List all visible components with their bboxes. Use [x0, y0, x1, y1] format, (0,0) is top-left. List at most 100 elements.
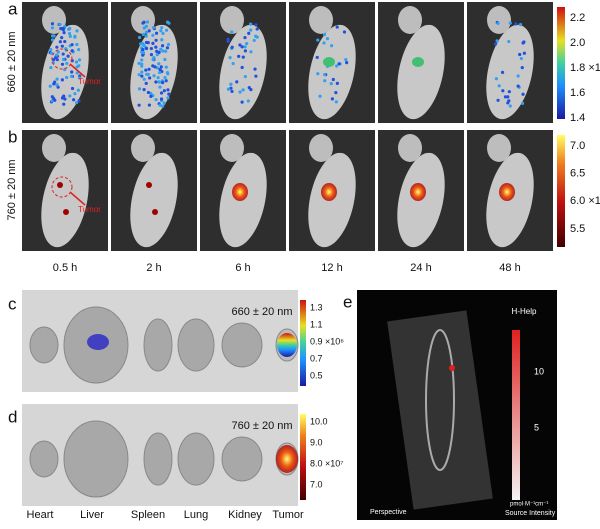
signal	[67, 31, 72, 36]
colorbar-label: 10.0	[310, 416, 328, 426]
signal	[159, 29, 163, 33]
colorbar	[557, 7, 565, 119]
signal	[157, 62, 161, 66]
signal	[144, 30, 148, 34]
signal	[162, 89, 166, 93]
organ	[29, 326, 59, 364]
tumor-arrow	[69, 191, 86, 206]
signal	[137, 103, 141, 107]
signal	[160, 38, 164, 42]
signal	[331, 77, 335, 82]
signal	[76, 88, 80, 92]
signal	[142, 77, 146, 81]
signal	[237, 54, 241, 58]
signal	[75, 71, 79, 75]
signal	[231, 61, 235, 66]
platform	[387, 310, 493, 510]
signal	[516, 84, 520, 88]
signal	[149, 52, 154, 57]
signal	[73, 35, 77, 39]
signal	[329, 82, 333, 86]
signal	[496, 98, 500, 102]
organ	[143, 318, 173, 372]
signal	[50, 22, 55, 26]
organ-label: Heart	[27, 509, 54, 521]
signal	[245, 42, 249, 46]
signal	[500, 70, 505, 74]
colorbar-label: 5.5	[570, 223, 585, 235]
signal	[75, 29, 79, 33]
signal	[162, 101, 166, 105]
signal	[521, 92, 525, 96]
signal	[48, 84, 52, 88]
signal	[144, 68, 148, 72]
signal	[65, 61, 69, 66]
signal	[61, 26, 65, 31]
signal	[254, 74, 258, 78]
signal	[337, 62, 341, 66]
colorbar-label: 0.7	[310, 353, 323, 363]
mouse-head	[131, 134, 155, 162]
colorbar-label: 5	[534, 422, 539, 432]
signal	[65, 75, 69, 80]
time-label: 2 h	[146, 262, 161, 274]
organ-label: Liver	[80, 509, 104, 521]
signal	[60, 96, 65, 100]
mouse-head	[309, 6, 333, 34]
signal	[506, 95, 510, 99]
signal	[335, 25, 339, 29]
organ	[221, 436, 263, 482]
signal	[60, 36, 64, 40]
signal	[154, 80, 158, 84]
signal	[55, 45, 59, 49]
signal	[141, 32, 145, 37]
signal	[507, 39, 511, 44]
signal	[140, 62, 144, 66]
signal	[325, 37, 330, 41]
colorbar-label: 8.0 ×10⁷	[310, 458, 344, 468]
signal	[70, 43, 74, 47]
signal	[518, 52, 522, 57]
colorbar	[300, 300, 306, 386]
ex-vivo-label: 760 ± 20 nm	[231, 420, 292, 432]
signal	[151, 33, 155, 37]
signal	[165, 20, 170, 24]
signal	[238, 43, 242, 47]
mouse-body	[486, 24, 534, 120]
signal	[142, 26, 146, 30]
signal	[240, 45, 244, 49]
signal	[254, 23, 258, 27]
signal	[137, 35, 142, 40]
signal	[161, 81, 165, 85]
signal	[493, 42, 498, 46]
signal	[57, 182, 63, 188]
colorbar	[300, 414, 306, 500]
signal	[518, 23, 523, 27]
signal	[148, 76, 152, 80]
colorbar-label: 9.0	[310, 437, 323, 447]
signal	[157, 70, 162, 75]
signal	[335, 81, 339, 86]
signal	[247, 31, 251, 35]
signal	[508, 104, 512, 108]
colorbar	[512, 330, 520, 500]
signal	[323, 79, 327, 83]
signal	[334, 91, 338, 95]
signal	[61, 57, 66, 61]
signal	[520, 101, 525, 105]
signal	[519, 56, 523, 61]
signal	[166, 42, 171, 47]
signal	[140, 58, 144, 62]
signal	[68, 94, 72, 98]
tumor-marker	[51, 176, 73, 198]
colorbar	[557, 135, 565, 247]
signal	[506, 101, 510, 105]
signal	[516, 74, 520, 78]
signal	[156, 76, 160, 80]
signal	[63, 39, 67, 44]
signal	[70, 49, 74, 53]
signal	[277, 333, 297, 357]
signal	[56, 50, 60, 54]
signal	[247, 86, 251, 90]
signal	[144, 34, 148, 38]
